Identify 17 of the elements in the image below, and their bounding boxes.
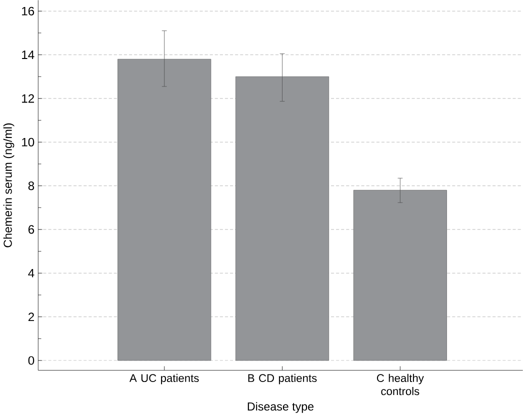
y-tick-label: 8 [28, 181, 34, 190]
y-tick-label: 10 [22, 138, 34, 146]
y-tick-label: 6 [28, 225, 34, 234]
x-tick-label: C healthy controls [376, 374, 424, 396]
y-tick-label: 2 [28, 312, 34, 321]
x-tick-label: B CD patients [248, 374, 317, 384]
y-tick-label: 12 [22, 94, 34, 103]
y-tick-label: 0 [28, 356, 34, 365]
y-tick-label: 4 [28, 268, 34, 278]
y-axis-title: Chemerin serum (ng/ml) [3, 123, 14, 248]
bar [353, 190, 447, 361]
y-tick-label: 14 [22, 50, 34, 59]
bar [118, 58, 212, 361]
x-tick-label: A UC patients [129, 374, 199, 384]
bar [235, 76, 330, 361]
x-axis-title: Disease type [248, 402, 314, 413]
y-tick-label: 16 [22, 6, 34, 16]
